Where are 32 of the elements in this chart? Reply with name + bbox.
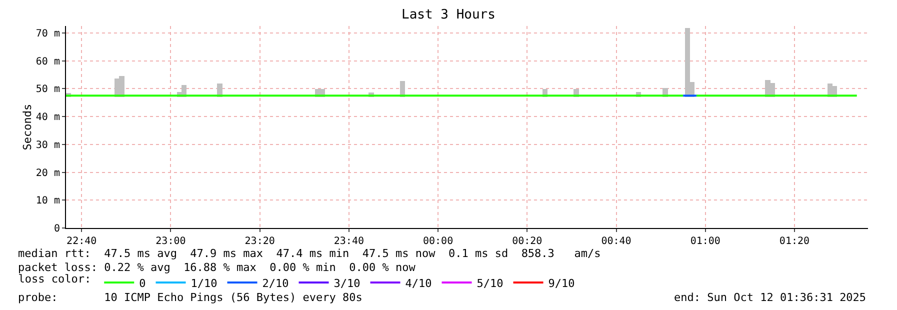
bar [684,28,690,98]
y-tick-label: 40 m [36,112,60,124]
chart-title: Last 3 Hours [402,7,496,22]
y-tick-label: 10 m [36,196,60,207]
legend-label: 2/10 [262,276,289,290]
text: packet loss: 0.22 % avg 16.88 % max 0.00 % min 0.00 % now [18,261,416,274]
text: median rtt: 47.5 ms avg 47.9 ms max 47.4 ms min 47.5 ms now 0.1 ms sd 858.3 am/s [18,247,601,260]
x-tick-label: 23:40 [334,236,364,247]
legend-label: 9/10 [548,276,575,290]
y-tick-label: 50 m [36,84,60,96]
y-tick-label: 70 m [36,28,60,40]
text: probe: 10 ICMP Echo Pings (56 Bytes) every 80s [18,291,362,304]
y-tick-label: 0 [54,224,60,234]
x-tick-label: 22:40 [66,236,97,247]
x-tick-label: 23:00 [156,236,186,247]
x-tick-label: 01:20 [779,236,810,247]
x-tick-label: 00:40 [601,236,632,247]
legend-label: 1/10 [190,276,218,290]
y-axis-title: Seconds [20,104,34,150]
x-tick-label: 23:20 [244,236,275,247]
y-tick-label: 20 m [36,168,60,179]
text: end: Sun Oct 12 01:36:31 2025 [674,291,866,304]
legend-label: 0 [139,276,146,290]
y-tick-label: 60 m [36,56,60,68]
legend-label: 4/10 [405,276,432,290]
x-tick-label: 00:20 [512,236,542,247]
x-tick-label: 00:00 [422,236,454,247]
y-tick-label: 30 m [36,140,60,151]
legend-title: loss color: [18,272,92,286]
legend-label: 5/10 [476,276,504,290]
x-tick-label: 01:00 [690,236,720,247]
legend-label: 3/10 [334,276,360,290]
